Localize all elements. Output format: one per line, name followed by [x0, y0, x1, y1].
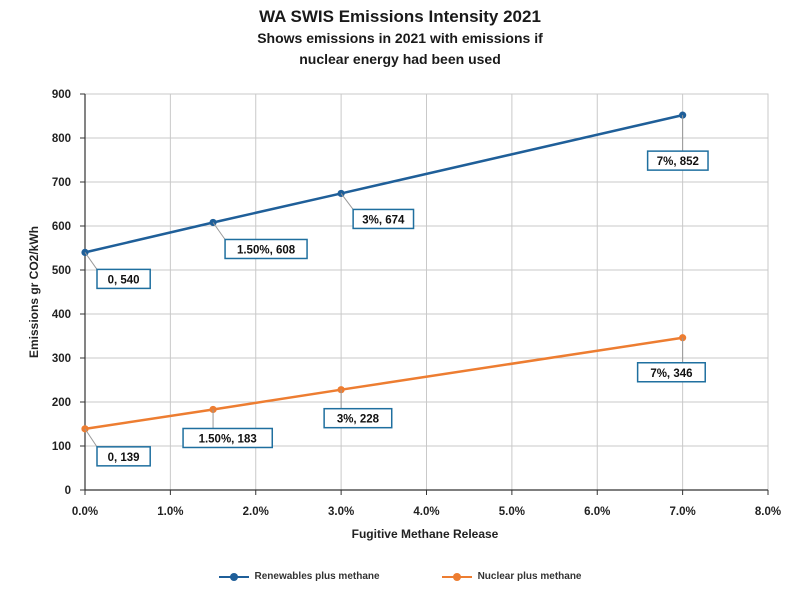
data-label: 0, 540 — [108, 274, 140, 286]
data-label-box — [96, 446, 151, 467]
data-label: 7%, 852 — [657, 156, 699, 168]
y-tick-label: 800 — [52, 133, 71, 145]
x-tick-label: 1.0% — [157, 506, 183, 518]
data-label-box — [182, 427, 274, 449]
x-tick-label: 0.0% — [72, 506, 98, 518]
chart-subtitle-line-1: Shows emissions in 2021 with emissions i… — [257, 30, 543, 46]
data-point — [209, 218, 217, 227]
data-label: 3%, 674 — [362, 214, 405, 226]
series-line-1 — [84, 336, 683, 431]
label-leader-line — [84, 252, 98, 270]
x-tick-label: 5.0% — [499, 506, 525, 518]
legend-item-nuclear: Nuclear plus methane — [441, 571, 582, 582]
data-label-box — [96, 268, 151, 290]
axes — [80, 93, 769, 495]
x-tick-label: 6.0% — [584, 506, 610, 518]
x-tick-label: 7.0% — [670, 506, 696, 518]
y-axis-title: Emissions gr CO2/kWh — [27, 226, 41, 358]
y-tick-label: 300 — [52, 353, 71, 365]
title-block: WA SWIS Emissions Intensity 2021 Shows e… — [0, 6, 800, 70]
series-lines — [81, 111, 687, 433]
legend-label-nuclear: Nuclear plus methane — [477, 571, 582, 582]
legend-label-renewables: Renewables plus methane — [254, 571, 380, 582]
label-leader-line — [84, 428, 98, 448]
x-axis-title: Fugitive Methane Release — [352, 527, 499, 541]
y-tick-label: 100 — [52, 441, 71, 453]
data-label-box — [323, 407, 393, 429]
y-tick-label: 0 — [65, 485, 71, 497]
y-tick-label: 700 — [52, 177, 71, 189]
legend-swatch-nuclear — [441, 572, 472, 582]
legend-swatch-renewables — [218, 572, 249, 582]
data-label: 0, 139 — [108, 452, 140, 464]
x-tick-label: 4.0% — [413, 506, 439, 518]
x-tick-labels: 0.0% 1.0% 2.0% 3.0% 4.0% 5.0% 6.0% 7.0% 8.0% — [72, 506, 781, 518]
data-label: 3%, 228 — [337, 414, 380, 426]
series-line-0 — [84, 113, 683, 254]
chart-subtitle-line-2: nuclear energy had been used — [299, 51, 501, 67]
label-leader-line — [340, 193, 354, 210]
legend: Renewables plus methane Nuclear plus met… — [0, 571, 800, 582]
data-label: 1.50%, 183 — [199, 433, 257, 445]
y-tick-label: 200 — [52, 397, 71, 409]
y-tick-label: 900 — [52, 89, 71, 101]
data-label-box — [646, 150, 709, 171]
data-label-box — [636, 362, 706, 383]
data-label-box — [352, 208, 415, 230]
x-tick-label: 2.0% — [243, 506, 269, 518]
data-label: 7%, 346 — [650, 368, 692, 380]
x-tick-label: 8.0% — [755, 506, 781, 518]
y-tick-label: 400 — [52, 309, 71, 321]
x-tick-label: 3.0% — [328, 506, 354, 518]
data-label: 1.50%, 608 — [237, 244, 296, 256]
y-tick-label: 500 — [52, 265, 71, 277]
y-tick-label: 600 — [52, 221, 71, 233]
label-leader-line — [212, 222, 226, 240]
chart-title: WA SWIS Emissions Intensity 2021 — [259, 7, 541, 26]
data-labels: 0, 540 1.50%, 608 3%, 674 7%, 852 0, 139 1.50… — [84, 115, 709, 467]
legend-item-renewables: Renewables plus methane — [218, 571, 380, 582]
data-label-box — [224, 238, 308, 260]
y-tick-labels: 0 100 200 300 400 500 600 700 800 900 — [52, 89, 71, 497]
